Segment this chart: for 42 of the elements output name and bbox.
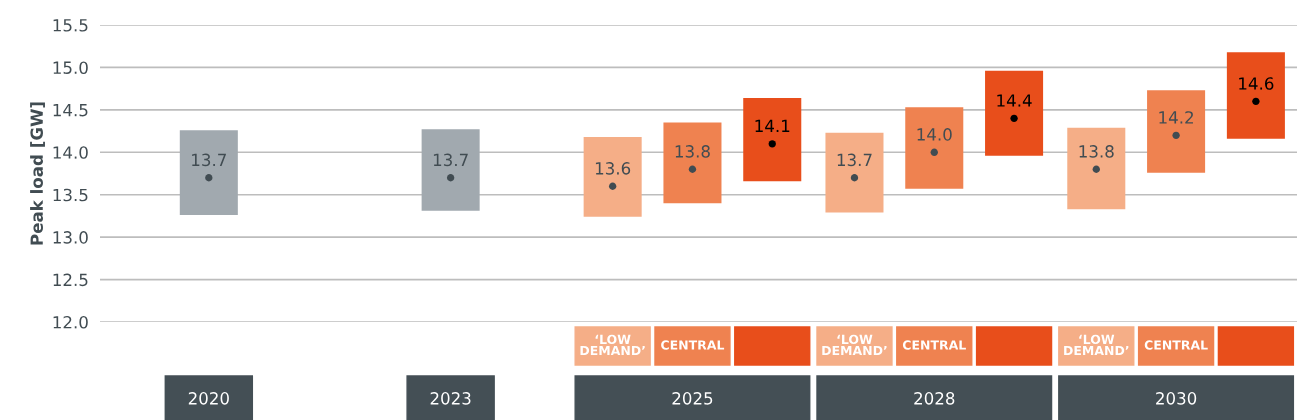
- y-tick-label: 13.0: [53, 231, 88, 244]
- data-label: 14.6: [1239, 77, 1274, 90]
- y-tick-label: 12.0: [53, 315, 88, 329]
- data-label: 14.2: [1159, 111, 1193, 124]
- bar: [583, 137, 642, 217]
- bar: [421, 129, 480, 211]
- data-label: 13.7: [192, 153, 226, 167]
- x-tick-label: 2030: [1156, 392, 1197, 405]
- bar: [905, 107, 964, 189]
- x-tick-label: 2025: [672, 392, 713, 405]
- text: ‘LOW DEMAND’: [1064, 334, 1129, 356]
- x-tick-label: 2023: [430, 392, 471, 405]
- data-label: 14.4: [997, 94, 1032, 107]
- data-label: 13.6: [595, 162, 631, 175]
- x-tick-label: 2020: [188, 392, 229, 405]
- text: CENTRAL: [902, 340, 966, 350]
- bar: [743, 97, 802, 182]
- data-label: 14.1: [755, 119, 790, 132]
- data-label: 13.7: [433, 153, 468, 167]
- text: ‘LOW DEMAND’: [580, 334, 645, 356]
- y-tick-label: 12.5: [53, 273, 88, 287]
- y-axis-title: Peak load [GW]: [30, 102, 45, 245]
- data-label: 14.0: [917, 128, 952, 141]
- y-tick-label: 15.5: [53, 19, 88, 32]
- bar: [663, 122, 722, 204]
- bar: [825, 132, 884, 213]
- bar: [1147, 90, 1206, 173]
- text: CENTRAL: [661, 340, 725, 350]
- bar: [179, 130, 238, 216]
- bar: [1226, 52, 1285, 139]
- data-label: 13.7: [837, 153, 872, 167]
- y-tick-label: 14.0: [53, 146, 88, 159]
- data-label: 13.8: [675, 145, 710, 158]
- bar: [985, 70, 1044, 156]
- data-label: 13.8: [1079, 145, 1114, 158]
- y-tick-label: 14.5: [53, 104, 88, 117]
- y-tick-label: 15.0: [53, 61, 88, 74]
- text: ‘LOW DEMAND’: [822, 334, 887, 356]
- text: CENTRAL: [1144, 340, 1208, 350]
- bar: [1067, 127, 1126, 210]
- y-tick-label: 13.5: [53, 188, 88, 202]
- x-tick-label: 2028: [914, 392, 955, 405]
